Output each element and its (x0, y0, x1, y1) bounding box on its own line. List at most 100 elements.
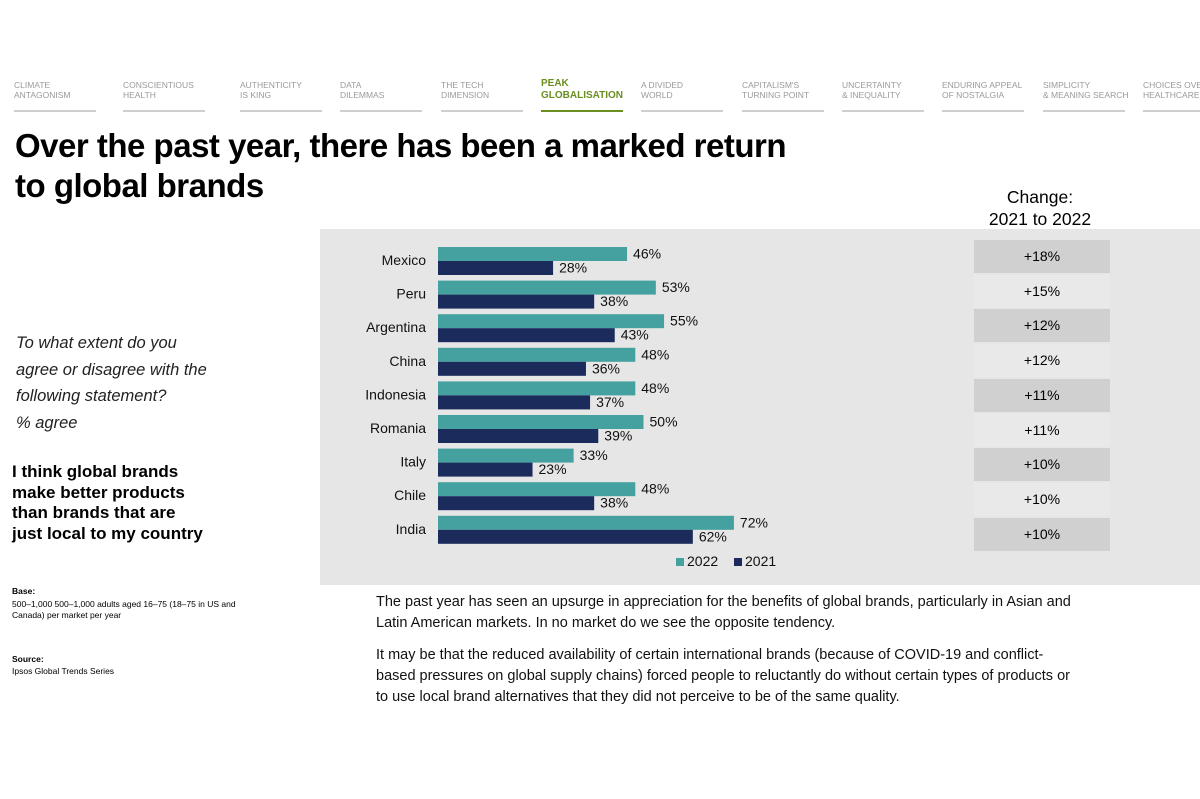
change-value: +12% (974, 309, 1110, 343)
data-label-2021: 62% (699, 528, 727, 544)
nav-tab-line-1: DATA (340, 80, 362, 90)
question-line-3: following statement? (16, 387, 167, 405)
nav-tab[interactable]: CAPITALISM'S TURNING POINT (742, 80, 824, 112)
nav-tab-line-2: TURNING POINT (742, 90, 810, 100)
category-label: India (396, 521, 427, 537)
nav-tab-line-1: PEAK (541, 78, 569, 89)
statement-line-4: just local to my country (12, 523, 203, 543)
nav-tab-line-1: CONSCIENTIOUS (123, 80, 194, 90)
nav-tab[interactable]: CONSCIENTIOUS HEALTH (123, 80, 205, 112)
data-label-2022: 33% (580, 447, 608, 463)
data-label-2021: 43% (621, 327, 649, 343)
body-p2-line-3: to use local brand alternatives that the… (376, 689, 900, 705)
nav-tab-line-1: ENDURING APPEAL (942, 80, 1023, 90)
nav-tab[interactable]: ENDURING APPEAL OF NOSTALGIA (942, 80, 1024, 112)
nav-tab-line-2: DIMENSION (441, 90, 490, 100)
nav-tab-line-1: A DIVIDED (641, 80, 684, 90)
bar-2022 (438, 415, 644, 429)
data-label-2022: 46% (633, 246, 661, 262)
nav-tab[interactable]: CLIMATE ANTAGONISM (14, 80, 96, 112)
change-header: Change: 2021 to 2022 (960, 186, 1120, 230)
bar-2021 (438, 328, 615, 343)
question-line-4: % agree (16, 413, 78, 432)
nav-tab-line-1: CAPITALISM'S (742, 80, 800, 90)
bar-2022 (438, 515, 734, 530)
data-label-2021: 38% (600, 293, 628, 309)
nav-tab-line-2: OF NOSTALGIA (942, 90, 1005, 100)
nav-tab[interactable]: CHOICES OVERHEALTHCARE (1143, 80, 1200, 112)
change-header-line-1: Change: (1006, 187, 1074, 207)
nav-tab-line-2: HEALTHCARE (1143, 90, 1200, 100)
page-title: Over the past year, there has been a mar… (15, 126, 835, 206)
body-p2-line-1: It may be that the reduced availability … (376, 647, 1044, 663)
nav-tab-line-2: WORLD (641, 90, 673, 100)
legend-label-2022: 2022 (687, 553, 718, 569)
trends-nav: CLIMATE ANTAGONISM CONSCIENTIOUS HEALTH AUTH… (0, 78, 1200, 112)
category-label: Indonesia (365, 386, 426, 402)
legend-label-2021: 2021 (745, 553, 776, 569)
bar-2021 (438, 395, 591, 410)
body-p1-line-1: The past year has seen an upsurge in app… (376, 594, 1071, 610)
data-label-2021: 39% (604, 428, 632, 444)
change-value: +12% (974, 344, 1110, 378)
bar-2021 (438, 261, 554, 275)
nav-tab-line-2: ANTAGONISM (14, 90, 71, 100)
nav-tab[interactable]: UNCERTAINTY & INEQUALITY (842, 80, 924, 112)
bar-2022 (438, 448, 574, 463)
data-label-2021: 38% (600, 495, 628, 511)
source-heading: Source: (12, 654, 44, 664)
category-label: Italy (400, 454, 426, 470)
nav-tab-line-2: GLOBALISATION (541, 90, 624, 101)
data-label-2022: 53% (662, 279, 690, 295)
category-label: Mexico (382, 252, 427, 268)
data-label-2022: 48% (641, 481, 669, 497)
legend-swatch-2022 (676, 558, 684, 566)
data-label-2021: 28% (559, 260, 587, 276)
category-label: Romania (370, 420, 426, 436)
nav-tab-line-2: DILEMMAS (340, 90, 385, 100)
bar-chart: Mexico 46% 28% Peru 53% 38% Argentina 55% 43% Chi… (365, 246, 776, 570)
category-label: Chile (394, 487, 426, 503)
nav-tab[interactable]: THE TECH DIMENSION (441, 80, 523, 112)
data-label-2022: 50% (650, 414, 678, 430)
change-value: +11% (974, 413, 1110, 447)
question-line-1: To what extent do you (16, 334, 177, 352)
data-label-2022: 48% (641, 380, 669, 396)
bar-2021 (438, 496, 595, 511)
body-paragraph-1: The past year has seen an upsurge in app… (376, 592, 1156, 634)
bar-2022 (438, 314, 665, 329)
body-p2-line-2: based pressures on global supply chains)… (376, 668, 1070, 684)
data-label-2021: 23% (539, 461, 567, 477)
nav-tab[interactable]: SIMPLICITY & MEANING SEARCH (1043, 80, 1129, 112)
nav-tab[interactable]: DATA DILEMMAS (340, 80, 422, 112)
category-label: China (389, 353, 426, 369)
body-p1-line-2: Latin American markets. In no market do … (376, 615, 836, 631)
data-label-2022: 55% (670, 313, 698, 329)
nav-tab-line-2: HEALTH (123, 90, 156, 100)
bar-2021 (438, 294, 595, 309)
nav-tab-line-1: CLIMATE (14, 80, 51, 90)
nav-tab-line-2: IS KING (240, 90, 272, 100)
category-label: Argentina (366, 319, 426, 335)
base-text: 500–1,000 500–1,000 adults aged 16–75 (1… (12, 599, 236, 620)
bar-2022 (438, 280, 656, 295)
category-label: Peru (396, 286, 426, 302)
body-paragraph-2: It may be that the reduced availability … (376, 645, 1156, 708)
survey-question: To what extent do you agree or disagree … (16, 330, 256, 436)
nav-tab-line-2: & INEQUALITY (842, 90, 901, 100)
bar-2022 (438, 347, 636, 362)
bar-2022 (438, 482, 636, 497)
base-heading: Base: (12, 586, 36, 596)
statement-line-2: make better products (12, 482, 185, 502)
nav-tab-line-2: & MEANING SEARCH (1043, 90, 1129, 100)
nav-tab-line-1: AUTHENTICITY (240, 80, 302, 90)
bar-2021 (438, 361, 586, 376)
survey-statement: I think global brands make better produc… (12, 462, 252, 544)
title-line-2: to global brands (15, 167, 264, 204)
change-value: +10% (974, 517, 1110, 551)
nav-tab[interactable]: AUTHENTICITY IS KING (240, 80, 322, 112)
bar-2021 (438, 529, 693, 544)
nav-tab[interactable]: PEAK GLOBALISATION (541, 78, 623, 112)
nav-tab[interactable]: A DIVIDED WORLD (641, 80, 723, 112)
data-label-2021: 37% (596, 394, 624, 410)
